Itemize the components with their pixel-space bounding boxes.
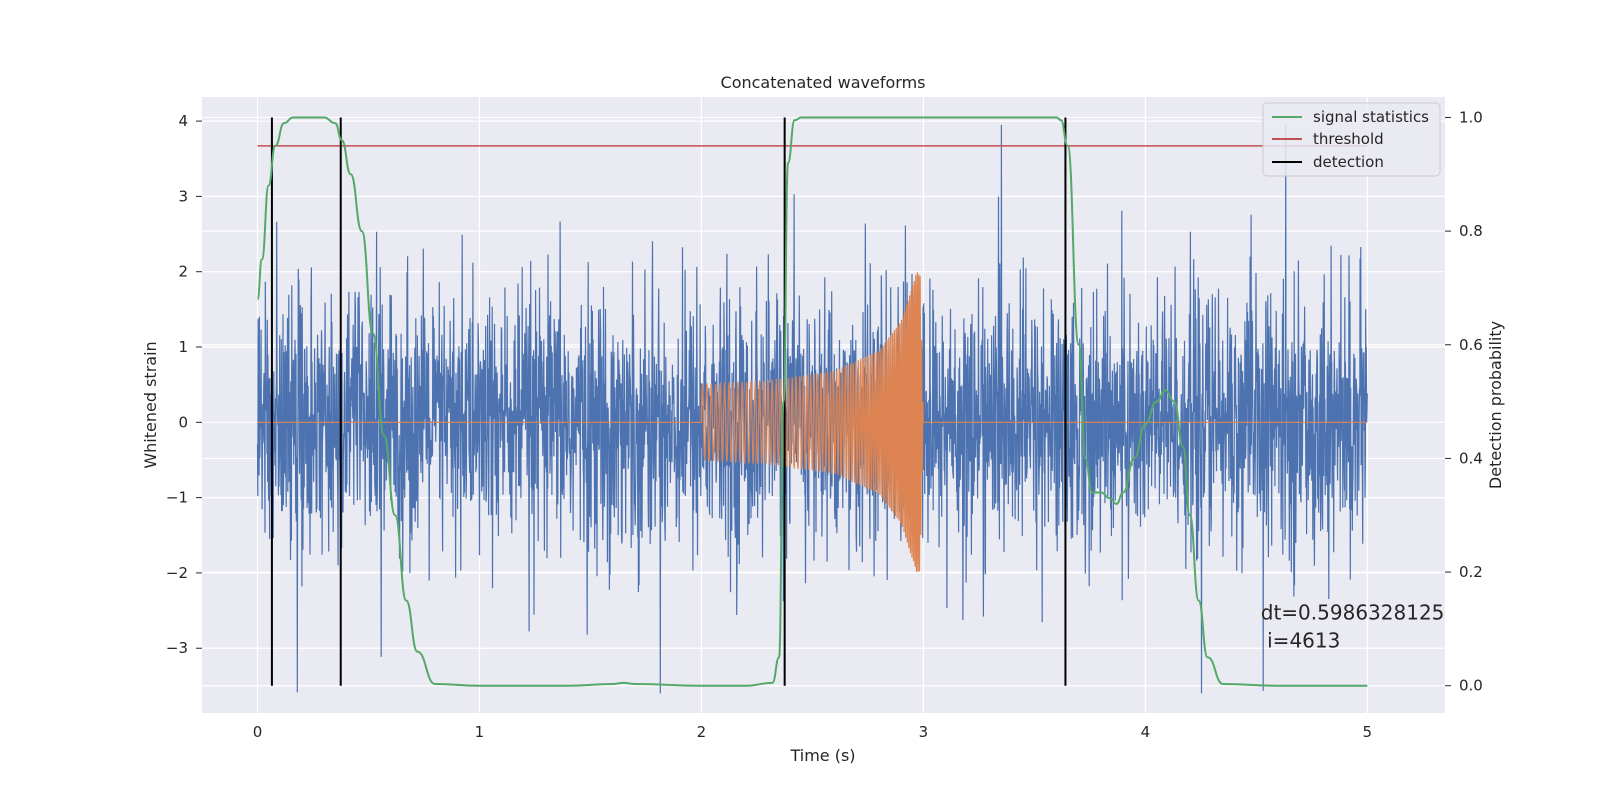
x-tick-label: 3 [919, 723, 929, 741]
series-injected-waveform [257, 272, 1368, 572]
y-tick-label: 1 [178, 338, 188, 356]
data-layer [256, 116, 1368, 694]
y2-tick-label: 0.2 [1459, 563, 1483, 581]
legend: signal statistics threshold detection [1262, 102, 1441, 177]
x-tick-label: 2 [697, 723, 707, 741]
y-axis-label: Whitened strain [141, 341, 160, 468]
y-tick-label: 0 [178, 413, 188, 431]
annotation-index: i=4613 [1261, 629, 1341, 653]
y2-tick-label: 1.0 [1459, 108, 1483, 126]
y-tick-label: 3 [178, 187, 188, 205]
y2-tick-label: 0.6 [1459, 336, 1483, 354]
x-tick-label: 0 [253, 723, 263, 741]
y-tick-label: 4 [178, 112, 188, 130]
y2-axis-label: Detection probability [1486, 321, 1505, 489]
y-tick-label: 2 [178, 263, 188, 281]
series-signal-statistics [256, 116, 1368, 687]
y2-tick-label: 0.0 [1459, 677, 1483, 695]
x-tick-label: 5 [1363, 723, 1373, 741]
x-tick-label: 1 [475, 723, 485, 741]
legend-label-threshold: threshold [1313, 130, 1384, 148]
y2-tick-label: 0.4 [1459, 449, 1483, 467]
y-tick-label: −3 [166, 639, 188, 657]
legend-label-signal-statistics: signal statistics [1313, 108, 1429, 126]
annotation-dt: dt=0.5986328125 [1261, 601, 1445, 625]
chart-title: Concatenated waveforms [721, 73, 926, 92]
y-tick-label: −2 [166, 564, 188, 582]
x-axis-label: Time (s) [789, 746, 855, 765]
x-tick-label: 4 [1141, 723, 1151, 741]
y2-tick-label: 0.8 [1459, 222, 1483, 240]
series-whitened-strain [256, 124, 1368, 694]
y-tick-label: −1 [166, 489, 188, 507]
legend-box [1262, 102, 1441, 177]
legend-label-detection: detection [1313, 153, 1384, 171]
ticks: 0 1 2 3 4 5 −3 −2 −1 0 1 2 3 4 0.0 0.2 0.4 0.6 0.8 1.0 [166, 108, 1483, 741]
